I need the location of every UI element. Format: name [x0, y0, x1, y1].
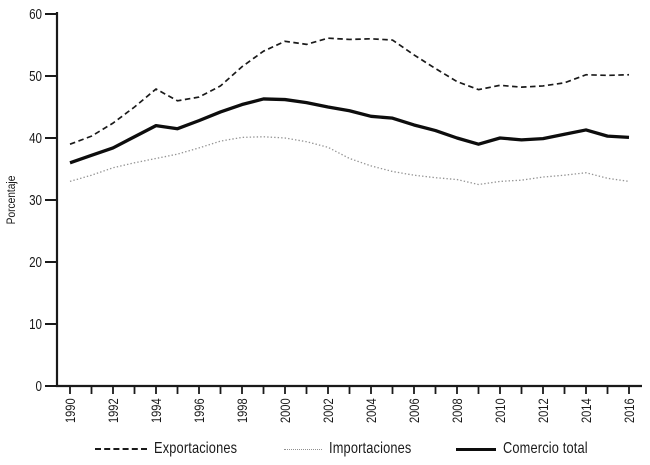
dotted-line-sample-icon: [284, 448, 322, 450]
x-tick-label: 2008: [450, 398, 465, 423]
x-tick-label: 2006: [407, 398, 422, 423]
y-tick-label: 50: [29, 68, 42, 85]
series-importaciones: [69, 136, 630, 186]
legend-item-comercio-total: Comercio total: [456, 438, 609, 460]
x-tick-label: 2014: [579, 398, 594, 423]
series-exportaciones: [69, 37, 630, 145]
x-tick-label: 2000: [278, 398, 293, 423]
series-comercio-total: [69, 97, 630, 165]
y-axis-title: Porcentaje: [5, 176, 18, 225]
legend-label-comercio-total: Comercio total: [503, 440, 588, 457]
dashed-line-sample-icon: [95, 448, 147, 450]
legend-label-exportaciones: Exportaciones: [154, 440, 238, 457]
x-tick-label: 1994: [149, 398, 164, 423]
chart-legend: Exportaciones Importaciones Comercio tot…: [0, 438, 650, 462]
solid-line-sample-icon: [456, 447, 496, 451]
axes: [55, 12, 642, 388]
x-tick-label: 2016: [622, 398, 637, 423]
x-tick-label: 2012: [536, 398, 551, 423]
legend-item-importaciones: Importaciones: [284, 438, 432, 460]
x-tick-label: 1996: [192, 398, 207, 423]
x-tick-label: 1992: [106, 398, 121, 423]
y-tick-label: 40: [29, 130, 42, 147]
x-tick-label: 2010: [493, 398, 508, 423]
y-tick-label: 10: [29, 316, 42, 333]
x-tick-label: 2004: [364, 398, 379, 423]
legend-item-exportaciones: Exportaciones: [95, 438, 258, 460]
y-tick-label: 30: [29, 192, 42, 209]
y-tick-label: 0: [36, 378, 42, 395]
y-tick-label: 60: [29, 6, 42, 23]
legend-label-importaciones: Importaciones: [329, 440, 412, 457]
x-tick-label: 2002: [321, 398, 336, 423]
x-tick-label: 1990: [63, 398, 78, 423]
x-tick-label: 1998: [235, 398, 250, 423]
y-tick-label: 20: [29, 254, 42, 271]
